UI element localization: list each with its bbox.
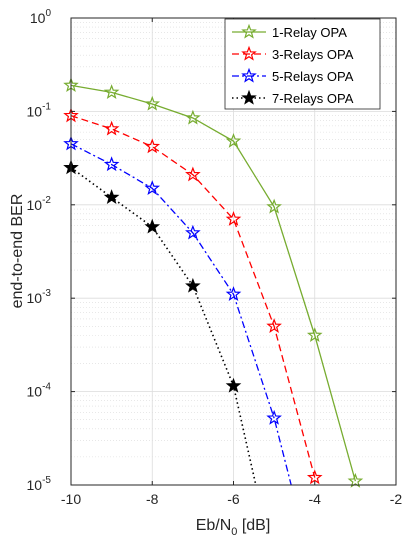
y-axis-title: end-to-end BER xyxy=(9,194,26,309)
legend-star-7-relays-opa xyxy=(241,89,257,105)
data-point-1-relay-opa xyxy=(185,109,201,125)
data-point-3-relays-opa xyxy=(306,469,323,485)
legend-entry-3-relays: 3-Relays OPA xyxy=(232,45,354,62)
series-layer xyxy=(63,77,364,488)
legend-entry-7-relays: 7-Relays OPA xyxy=(232,89,354,106)
legend-label-1-relay: 1-Relay OPA xyxy=(272,25,347,40)
y-tick-label: 10-1 xyxy=(27,101,52,119)
y-tick-label: 10-3 xyxy=(27,288,52,306)
data-point-1-relay-opa xyxy=(347,472,364,488)
legend-star-3-relays-opa xyxy=(241,45,257,61)
data-point-5-relays-opa xyxy=(185,224,201,240)
data-point-5-relays-opa xyxy=(266,409,282,425)
data-point-3-relays-opa xyxy=(185,166,201,182)
x-axis-title: Eb/N0 [dB] xyxy=(196,517,271,538)
data-point-5-relays-opa xyxy=(144,180,161,195)
data-point-3-relays-opa xyxy=(144,138,161,154)
axis-ticks: -10 -8 -6 -4 -2 100 10-1 10-2 10-3 10-4 10-5 xyxy=(27,8,403,507)
data-point-7-relays-opa xyxy=(103,189,120,205)
legend-star-1-relay-opa xyxy=(241,23,257,39)
data-point-3-relays-opa xyxy=(266,318,282,333)
series-line-7-relays-opa xyxy=(70,166,257,486)
data-point-5-relays-opa xyxy=(103,156,120,172)
legend-label-3-relays: 3-Relays OPA xyxy=(272,47,354,62)
data-point-1-relay-opa xyxy=(144,95,161,111)
legend-entry-1-relay: 1-Relay OPA xyxy=(232,23,347,40)
y-tick-label: 10-4 xyxy=(27,382,52,400)
legend-label-5-relays: 5-Relays OPA xyxy=(272,69,354,84)
y-tick-label: 10-5 xyxy=(27,475,52,493)
data-point-7-relays-opa xyxy=(144,218,161,234)
legend-marker-7-relays xyxy=(241,89,257,105)
x-tick-label: -8 xyxy=(146,491,159,507)
data-point-7-relays-opa xyxy=(225,377,242,393)
legend-marker-1-relay xyxy=(241,23,257,39)
legend-marker-3-relays xyxy=(241,45,257,61)
x-tick-label: -2 xyxy=(390,491,403,507)
data-point-1-relay-opa xyxy=(306,327,323,343)
data-point-1-relay-opa xyxy=(103,84,120,99)
x-tick-label: -10 xyxy=(61,491,81,507)
legend-entry-5-relays: 5-Relays OPA xyxy=(232,67,354,84)
data-point-1-relay-opa xyxy=(225,132,242,148)
y-tick-label: 100 xyxy=(30,8,52,26)
data-point-3-relays-opa xyxy=(225,211,242,226)
x-tick-label: -6 xyxy=(227,491,240,507)
legend-star-5-relays-opa xyxy=(241,67,257,83)
data-point-5-relays-opa xyxy=(225,286,242,301)
series-line-3-relays-opa xyxy=(70,115,316,478)
y-tick-label: 10-2 xyxy=(27,195,52,213)
data-point-3-relays-opa xyxy=(103,120,120,136)
legend-box xyxy=(224,18,381,110)
data-point-7-relays-opa xyxy=(185,277,201,293)
series-line-5-relays-opa xyxy=(70,143,292,486)
series-7-relays-opa xyxy=(63,159,257,486)
legend-label-7-relays: 7-Relays OPA xyxy=(272,91,354,106)
data-point-1-relay-opa xyxy=(266,198,282,214)
legend-marker-5-relays xyxy=(241,67,257,83)
series-line-1-relay-opa xyxy=(70,84,357,482)
x-tick-label: -4 xyxy=(309,491,322,507)
series-1-relay-opa xyxy=(63,77,364,488)
legend: 1-Relay OPA 3-Relays OPA 5-Relays OPA 7-… xyxy=(224,18,381,110)
